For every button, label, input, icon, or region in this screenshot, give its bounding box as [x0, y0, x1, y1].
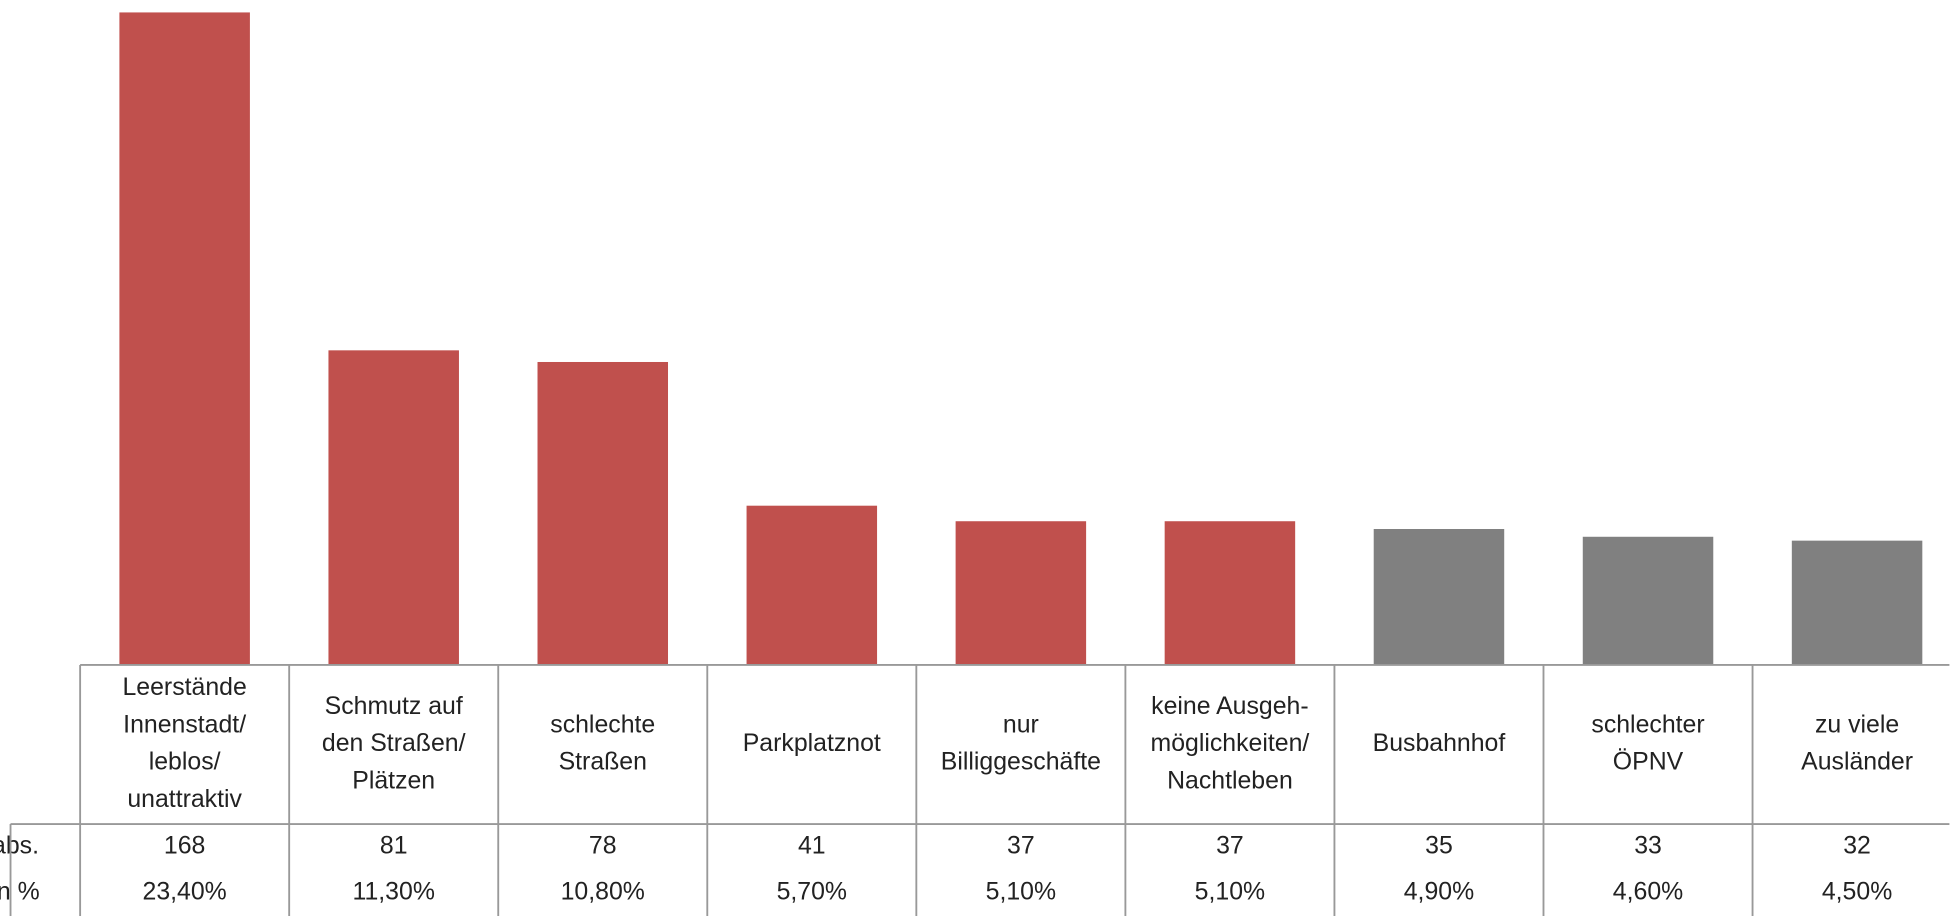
bar — [1373, 528, 1505, 665]
category-label: schlechte — [550, 711, 655, 738]
bar — [1582, 536, 1714, 665]
table-cell: 5,10% — [1195, 879, 1265, 906]
category-label: Leerstände — [122, 674, 246, 701]
bar — [119, 12, 250, 665]
category-label: Schmutz auf — [325, 693, 463, 720]
category-label: nur — [1003, 711, 1039, 738]
bar — [1791, 540, 1923, 665]
table-cell: 5,10% — [986, 879, 1056, 906]
bar — [1164, 521, 1296, 665]
table-cell: 78 — [589, 833, 617, 860]
table-cell: 168 — [164, 833, 205, 860]
table-cell: 81 — [380, 833, 408, 860]
category-label: Billiggeschäfte — [941, 749, 1101, 776]
category-label: keine Ausgeh- — [1151, 693, 1308, 720]
row-label: in % — [0, 879, 40, 906]
category-label: Ausländer — [1801, 749, 1913, 776]
table-cell: 10,80% — [561, 879, 645, 906]
table-cell: 41 — [798, 833, 826, 860]
category-label: zu viele — [1815, 711, 1899, 738]
table-cell: 35 — [1425, 833, 1453, 860]
table-cell: 37 — [1216, 833, 1244, 860]
table-cell: 4,50% — [1822, 879, 1892, 906]
bar — [955, 521, 1087, 665]
category-label: den Straßen/ — [322, 730, 466, 757]
table-cell: 23,40% — [143, 879, 227, 906]
table-cell: 33 — [1634, 833, 1662, 860]
category-label: Straßen — [559, 749, 647, 776]
table-cell: 37 — [1007, 833, 1035, 860]
category-label: Plätzen — [352, 767, 435, 794]
bar — [328, 350, 459, 665]
category-label: Parkplatznot — [743, 730, 881, 757]
table-cell: 32 — [1843, 833, 1871, 860]
category-label: Nachtleben — [1167, 767, 1293, 794]
row-label: abs. — [0, 833, 39, 860]
bar — [537, 361, 669, 665]
table-cell: 11,30% — [352, 879, 434, 906]
table-cell: 5,70% — [777, 879, 847, 906]
category-label: möglichkeiten/ — [1151, 730, 1310, 757]
category-label: leblos/ — [149, 749, 221, 776]
category-label: Busbahnhof — [1373, 730, 1506, 757]
category-label: unattraktiv — [127, 786, 242, 813]
category-label: ÖPNV — [1613, 748, 1684, 776]
table-cell: 4,90% — [1404, 879, 1474, 906]
category-label: schlechter — [1591, 711, 1704, 738]
bar — [746, 505, 878, 665]
category-label: Innenstadt/ — [123, 711, 246, 738]
table-cell: 4,60% — [1613, 879, 1683, 906]
